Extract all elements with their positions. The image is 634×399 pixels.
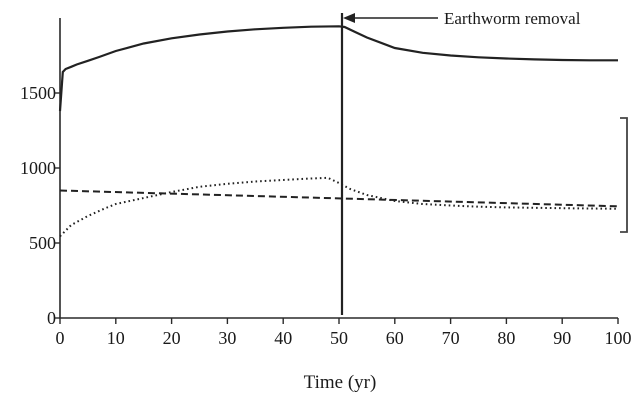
series-dotted-line bbox=[59, 176, 619, 238]
series-solid-line bbox=[58, 25, 618, 112]
x-axis-ticks: 0 10 20 30 40 50 60 70 80 90 100 bbox=[56, 318, 632, 348]
y-tick-label: 0 bbox=[47, 308, 56, 328]
y-tick-label: 500 bbox=[29, 233, 56, 253]
x-axis-title: Time (yr) bbox=[304, 372, 377, 393]
x-tick-label: 50 bbox=[330, 328, 348, 348]
series-dashed-line bbox=[59, 189, 619, 208]
x-tick-label: 70 bbox=[442, 328, 460, 348]
y-axis-ticks: 0 500 1000 1500 bbox=[20, 83, 60, 328]
y-tick-label: 1500 bbox=[20, 83, 56, 103]
x-tick-label: 90 bbox=[553, 328, 571, 348]
removal-marker: Earthworm removal bbox=[340, 9, 581, 315]
x-tick-label: 60 bbox=[386, 328, 404, 348]
x-tick-label: 30 bbox=[218, 328, 236, 348]
annotation-text: Earthworm removal bbox=[444, 9, 581, 28]
y-tick-label: 1000 bbox=[20, 158, 56, 178]
x-tick-label: 10 bbox=[107, 328, 125, 348]
series-layer bbox=[58, 25, 619, 238]
x-tick-label: 100 bbox=[605, 328, 632, 348]
x-tick-label: 0 bbox=[56, 328, 65, 348]
x-tick-label: 40 bbox=[274, 328, 292, 348]
right-bracket bbox=[620, 117, 628, 233]
x-tick-label: 80 bbox=[497, 328, 515, 348]
x-tick-label: 20 bbox=[163, 328, 181, 348]
annotation-arrow-head bbox=[343, 13, 355, 23]
plot-area: 0 500 1000 1500 0 10 20 30 40 50 60 70 80 90 100 Eart… bbox=[20, 9, 632, 348]
